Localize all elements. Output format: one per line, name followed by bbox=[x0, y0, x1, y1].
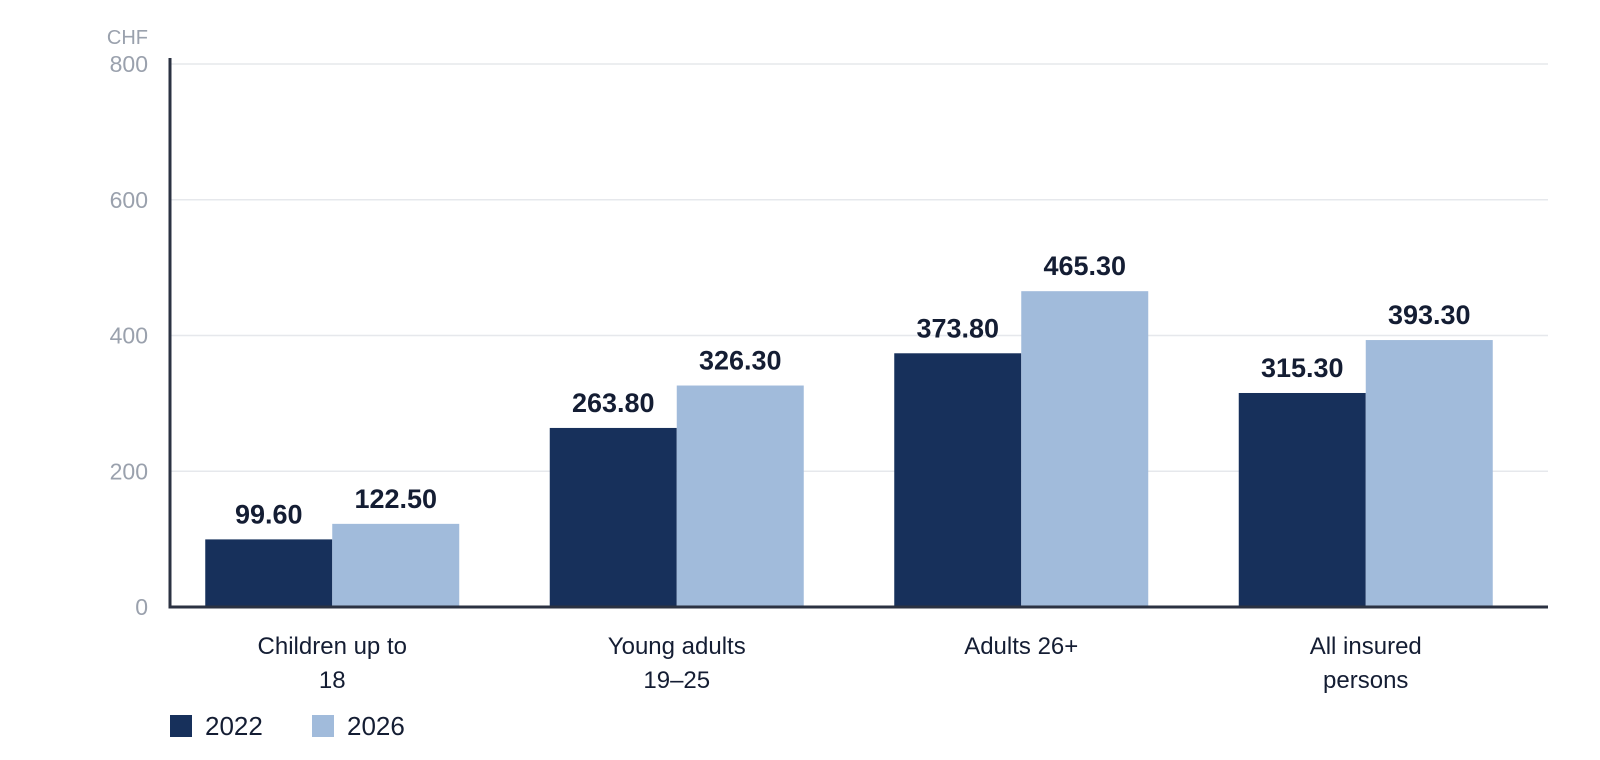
category-label: persons bbox=[1323, 667, 1408, 694]
bar-value-label: 315.30 bbox=[1261, 353, 1344, 383]
axes bbox=[168, 58, 1548, 609]
y-axis-unit-label: CHF bbox=[107, 27, 148, 49]
category-label: Young adults bbox=[608, 633, 746, 660]
bars bbox=[205, 291, 1493, 607]
bar-2026-1 bbox=[676, 385, 804, 607]
bar-value-label: 122.50 bbox=[354, 484, 437, 514]
legend-swatch-2026 bbox=[312, 715, 334, 737]
legend-label: 2022 bbox=[205, 711, 263, 741]
y-tick-label: 200 bbox=[110, 458, 148, 484]
bar-2026-0 bbox=[332, 523, 460, 607]
legend: 2022 2026 bbox=[170, 711, 405, 741]
y-tick-labels: 0 200 400 600 800 bbox=[110, 51, 148, 620]
y-tick-label: 0 bbox=[135, 594, 148, 620]
category-label: Adults 26+ bbox=[964, 633, 1078, 660]
bar-2022-3 bbox=[1238, 392, 1366, 607]
bar-2022-2 bbox=[894, 353, 1022, 607]
bar-value-label: 263.80 bbox=[572, 388, 655, 418]
bar-2022-1 bbox=[549, 427, 677, 607]
bar-value-label: 99.60 bbox=[235, 499, 303, 529]
bar-2022-0 bbox=[205, 539, 333, 607]
category-label: 18 bbox=[319, 667, 346, 694]
category-labels: Children up to 18 Young adults 19–25 Adults … bbox=[258, 633, 1422, 694]
y-tick-label: 800 bbox=[110, 51, 148, 77]
bar-value-label: 373.80 bbox=[916, 313, 999, 343]
category-label: 19–25 bbox=[643, 667, 710, 694]
bar-value-label: 465.30 bbox=[1043, 251, 1126, 281]
legend-label: 2026 bbox=[347, 711, 405, 741]
bar-2026-2 bbox=[1021, 291, 1149, 607]
y-tick-label: 600 bbox=[110, 187, 148, 213]
data-labels: 99.60 122.50 263.80 326.30 373.80 465.30 315.3… bbox=[235, 251, 1471, 529]
bar-value-label: 326.30 bbox=[699, 346, 782, 376]
y-tick-label: 400 bbox=[110, 323, 148, 349]
category-label: Children up to bbox=[258, 633, 407, 660]
legend-swatch-2022 bbox=[170, 715, 192, 737]
bar-2026-3 bbox=[1365, 340, 1493, 607]
category-label: All insured bbox=[1310, 633, 1422, 660]
bar-value-label: 393.30 bbox=[1388, 300, 1471, 330]
